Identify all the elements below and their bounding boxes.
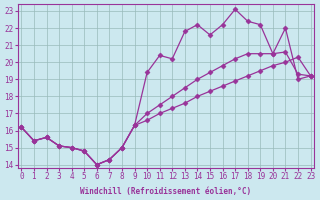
X-axis label: Windchill (Refroidissement éolien,°C): Windchill (Refroidissement éolien,°C)	[80, 187, 252, 196]
